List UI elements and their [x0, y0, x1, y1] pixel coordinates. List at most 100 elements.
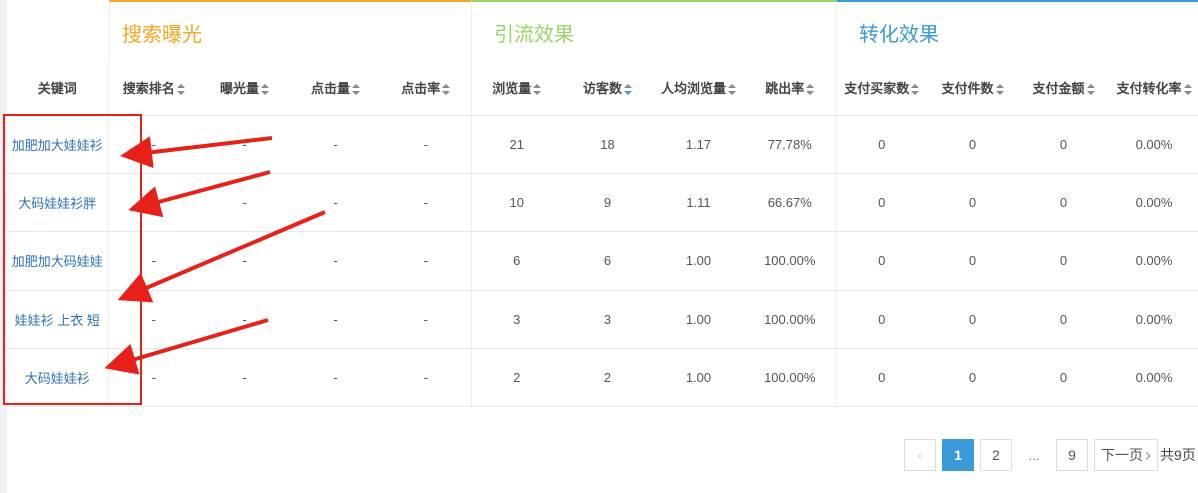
cell: 0.00% — [1109, 348, 1198, 408]
cell: 0.00% — [1109, 173, 1198, 233]
group-conversion-effect: 转化效果 — [836, 0, 1198, 60]
column-header[interactable]: 点击率 — [381, 60, 471, 116]
table-row: 大码娃娃衫 - - - -2 2 1.00 100.00% 0 0 0 0.00% — [7, 348, 1198, 408]
keyword-link[interactable]: 大码娃娃衫胖 — [7, 173, 108, 233]
cell: 0 — [927, 173, 1018, 233]
column-header-label: 访客数 — [582, 80, 622, 96]
cell: - — [290, 231, 381, 291]
sort-icon[interactable] — [911, 83, 920, 95]
table-row: 加肥加大码娃娃 - - - -6 6 1.00 100.00% 0 0 0 0.00% — [7, 231, 1198, 291]
group-traffic-effect: 引流效果 — [471, 0, 836, 60]
cell: 0.00% — [1109, 290, 1198, 350]
column-header[interactable]: 人均浏览量 — [653, 60, 744, 116]
cell: 0 — [1018, 115, 1109, 174]
column-header-label: 点击量 — [310, 80, 350, 96]
cell: - — [290, 290, 381, 350]
cell: 1.17 — [653, 115, 744, 174]
column-header-label: 搜索排名 — [122, 80, 175, 96]
sort-icon[interactable] — [442, 83, 451, 95]
cell: - — [107, 348, 199, 408]
sort-icon[interactable] — [1183, 83, 1192, 95]
pagination-ellipsis: ... — [1028, 447, 1040, 463]
cell: 0 — [1018, 231, 1109, 291]
column-header-label: 支付转化率 — [1116, 80, 1182, 96]
column-header[interactable]: 跳出率 — [744, 60, 836, 116]
cell: 0 — [835, 173, 927, 233]
cell: 0 — [835, 290, 927, 350]
sort-icon[interactable] — [624, 83, 632, 95]
cell: - — [107, 290, 199, 350]
column-header[interactable]: 曝光量 — [199, 60, 290, 116]
cell: - — [199, 115, 290, 174]
keyword-link[interactable]: 加肥加大娃娃衫 — [7, 115, 108, 174]
table-row: 大码娃娃衫胖 - - - -10 9 1.11 66.67% 0 0 0 0.00% — [7, 173, 1198, 233]
cell: - — [381, 115, 471, 174]
cell: 0 — [835, 115, 927, 174]
sort-icon[interactable] — [806, 83, 815, 95]
column-header-label: 跳出率 — [765, 80, 805, 96]
cell: 3 — [562, 290, 653, 350]
cell: 100.00% — [744, 348, 836, 408]
sort-icon[interactable] — [995, 83, 1004, 95]
cell: 2 — [562, 348, 653, 408]
cell: 21 — [470, 115, 562, 174]
cell: 0 — [835, 348, 927, 408]
column-header-label: 曝光量 — [219, 80, 259, 96]
cell: - — [107, 231, 199, 291]
cell: 0.00% — [1109, 231, 1198, 291]
left-gutter — [0, 0, 7, 493]
page-9-button[interactable]: 9 — [1056, 439, 1088, 471]
cell: 1.00 — [653, 348, 744, 408]
column-header[interactable]: 支付买家数 — [835, 60, 927, 116]
cell: 0 — [1018, 290, 1109, 350]
column-header[interactable]: 点击量 — [290, 60, 381, 116]
cell: 0 — [927, 290, 1018, 350]
column-header[interactable]: 浏览量 — [470, 60, 562, 116]
column-header[interactable]: 支付金额 — [1018, 60, 1109, 116]
cell: - — [199, 173, 290, 233]
next-page-label: 下一页 — [1101, 447, 1143, 463]
column-header-label: 点击率 — [401, 80, 441, 96]
cell: - — [381, 231, 471, 291]
group-search-exposure: 搜索曝光 — [109, 0, 471, 60]
page-1-button[interactable]: 1 — [942, 439, 974, 471]
keyword-link[interactable]: 娃娃衫 上衣 短 — [7, 290, 108, 350]
next-page-button[interactable]: 下一页 › — [1094, 439, 1158, 471]
group-headers: 搜索曝光 引流效果 转化效果 — [7, 0, 1198, 60]
cell: - — [290, 173, 381, 233]
prev-page-button[interactable]: ‹ — [904, 439, 936, 471]
sort-icon[interactable] — [728, 83, 736, 95]
cell: 0 — [927, 231, 1018, 291]
total-pages: 共9页 — [1160, 447, 1196, 463]
column-header: 关键词 — [7, 60, 108, 116]
column-header-label: 关键词 — [37, 80, 77, 96]
column-header[interactable]: 支付件数 — [927, 60, 1018, 116]
column-header[interactable]: 访客数 — [562, 60, 653, 116]
sort-icon[interactable] — [176, 83, 185, 95]
cell: - — [381, 348, 471, 408]
cell: 1.00 — [653, 231, 744, 291]
sort-icon[interactable] — [1086, 83, 1095, 95]
table-row: 加肥加大娃娃衫 - - - -21 18 1.17 77.78% 0 0 0 0.00% — [7, 115, 1198, 174]
column-header[interactable]: 支付转化率 — [1109, 60, 1198, 116]
cell: - — [290, 115, 381, 174]
sort-icon[interactable] — [533, 83, 542, 95]
column-header[interactable]: 搜索排名 — [107, 60, 199, 116]
page-2-button[interactable]: 2 — [980, 439, 1012, 471]
sort-icon[interactable] — [352, 83, 360, 95]
column-header-label: 支付买家数 — [844, 80, 910, 96]
sort-icon[interactable] — [261, 83, 269, 95]
column-header-label: 支付件数 — [941, 80, 994, 96]
column-header-label: 人均浏览量 — [660, 80, 726, 96]
cell: 0.00% — [1109, 115, 1198, 174]
header-row: 关键词 搜索排名 曝光量 点击量 点击率 浏览量 访客数 人均浏览量 跳出率 支付买家数 支付件数 支… — [7, 60, 1198, 116]
keyword-link[interactable]: 加肥加大码娃娃 — [7, 231, 108, 291]
cell: 18 — [562, 115, 653, 174]
keyword-link[interactable]: 大码娃娃衫 — [7, 348, 108, 408]
cell: 3 — [470, 290, 562, 350]
cell: 10 — [470, 173, 562, 233]
cell: 66.67% — [744, 173, 836, 233]
pagination: ‹ 1 2 ... 9 下一页 › 共9页 — [904, 439, 1196, 471]
cell: - — [381, 173, 471, 233]
cell: 1.00 — [653, 290, 744, 350]
